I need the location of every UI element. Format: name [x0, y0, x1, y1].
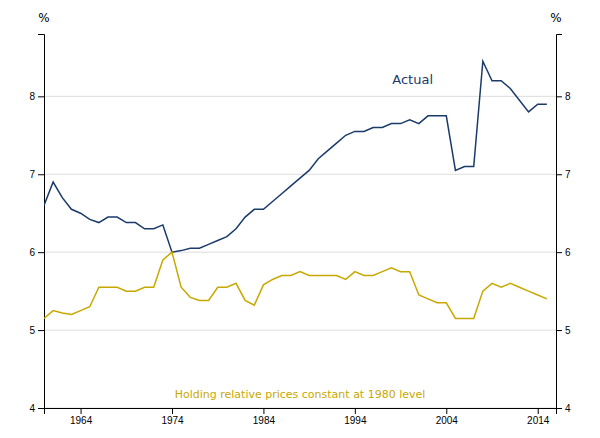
x-axis-tick: 2014 [527, 408, 550, 426]
tick-label: 7 [565, 169, 571, 180]
y-axis-tick: 6 [29, 247, 44, 258]
x-axis-tick: 1974 [161, 408, 184, 426]
tick-mark [38, 252, 44, 253]
tick-mark [556, 96, 562, 97]
tick-mark [355, 408, 356, 414]
y-axis-tick: 5 [29, 325, 44, 336]
tick-label: 1984 [253, 415, 276, 426]
grid-line [44, 252, 556, 253]
tick-mark [556, 330, 562, 331]
tick-label: 8 [565, 91, 571, 102]
y2-axis-tick: 4 [556, 403, 571, 414]
tick-mark [172, 408, 173, 414]
series-line [44, 252, 547, 318]
y2-axis-tick: 5 [556, 325, 571, 336]
y-axis-line [38, 35, 45, 409]
lines [44, 61, 547, 318]
tick-mark [556, 408, 562, 409]
annotation: Holding relative prices constant at 1980… [175, 388, 426, 401]
tick-label: 1974 [161, 415, 184, 426]
y-axis-tick: 8 [29, 91, 44, 102]
tick-label: 1964 [70, 415, 93, 426]
tick-label: 6 [565, 247, 571, 258]
y-axis-label: % [38, 11, 49, 25]
tick-label: 8 [29, 91, 35, 102]
tick-mark [38, 330, 44, 331]
y2-axis: 4 5 6 7 8 [556, 35, 571, 414]
y2-axis-tick: 8 [556, 91, 571, 102]
tick-label: 4 [565, 403, 571, 414]
grid-line [44, 330, 556, 331]
tick-mark [556, 174, 562, 175]
x-axis-tick: 1984 [253, 408, 276, 426]
tick-mark [38, 96, 44, 97]
x-axis-line [45, 409, 557, 415]
y-axis-tick: 7 [29, 169, 44, 180]
series-line [44, 61, 547, 252]
grid-line [44, 174, 556, 175]
tick-mark [38, 174, 44, 175]
tick-label: 7 [29, 169, 35, 180]
annotation: Actual [392, 72, 433, 87]
x-axis-tick: 1964 [70, 408, 93, 426]
y-axis-tick: 4 [29, 403, 44, 414]
x-axis: 1964 1974 1984 1994 2004 2014 [45, 408, 557, 426]
x-axis-tick: 2004 [436, 408, 459, 426]
tick-label: 6 [29, 247, 35, 258]
tick-mark [263, 408, 264, 414]
y-axis: 4 5 6 7 8 [29, 35, 44, 414]
tick-mark [556, 252, 562, 253]
chart: 1964 1974 1984 1994 2004 2014 4 5 6 7 8 4 5 6 7 8%% Actu… [0, 0, 600, 438]
tick-mark [446, 408, 447, 414]
y2-axis-tick: 7 [556, 169, 571, 180]
y2-axis-line [557, 35, 563, 409]
tick-label: 1994 [344, 415, 367, 426]
tick-label: 4 [29, 403, 35, 414]
tick-label: 2014 [527, 415, 550, 426]
plot: 1964 1974 1984 1994 2004 2014 4 5 6 7 8 4 5 6 7 8 [29, 35, 571, 427]
tick-mark [81, 408, 82, 414]
tick-label: 2004 [436, 415, 459, 426]
y2-axis-tick: 6 [556, 247, 571, 258]
y2-axis-label: % [550, 11, 561, 25]
grid [44, 96, 556, 408]
tick-mark [38, 408, 44, 409]
tick-label: 5 [565, 325, 571, 336]
tick-label: 5 [29, 325, 35, 336]
x-axis-tick: 1994 [344, 408, 367, 426]
tick-mark [538, 408, 539, 414]
